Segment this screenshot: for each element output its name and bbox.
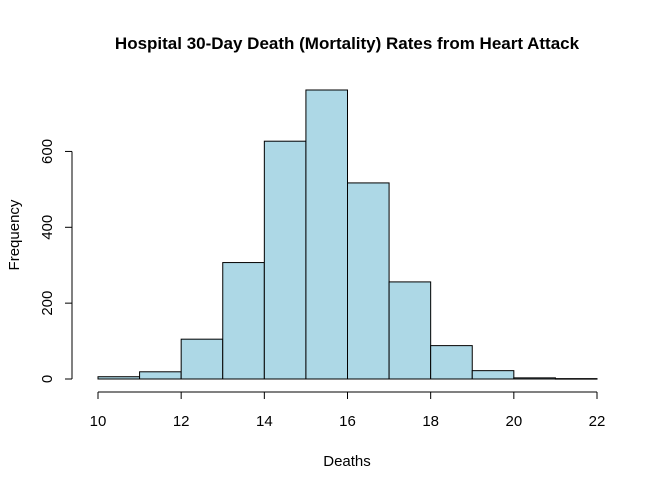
histogram-bar-14-15 xyxy=(263,140,307,380)
x-tick-label-10: 10 xyxy=(90,413,107,430)
x-tick-label-22: 22 xyxy=(589,413,606,430)
histogram-bar-15-16 xyxy=(305,89,348,380)
x-tick-label-18: 18 xyxy=(422,413,439,430)
x-tick-label-20: 20 xyxy=(505,413,522,430)
histogram-bar-13-14 xyxy=(222,262,265,380)
histogram-bar-17-18 xyxy=(388,281,432,380)
histogram-bar-11-12 xyxy=(139,371,182,380)
x-tick-label-14: 14 xyxy=(256,413,273,430)
y-tick-label-200: 200 xyxy=(39,291,56,316)
x-axis: 10 12 14 16 18 20 22 xyxy=(90,391,606,430)
y-axis-label: Frequency xyxy=(6,199,23,270)
y-axis: 0 200 400 600 xyxy=(39,139,73,383)
y-tick-label-600: 600 xyxy=(39,139,56,164)
histogram-bar-21-22 xyxy=(554,378,598,380)
chart-title: Hospital 30-Day Death (Mortality) Rates … xyxy=(115,34,580,53)
y-tick-label-0: 0 xyxy=(39,375,56,383)
x-axis-label: Deaths xyxy=(323,453,371,470)
x-tick-label-12: 12 xyxy=(173,413,190,430)
y-tick-label-400: 400 xyxy=(39,215,56,240)
histogram-bar-16-17 xyxy=(347,182,390,380)
x-tick-label-16: 16 xyxy=(339,413,356,430)
bars-group xyxy=(97,89,598,380)
histogram-bar-12-13 xyxy=(180,338,224,380)
histogram-bar-18-19 xyxy=(430,345,473,380)
histogram-bar-20-21 xyxy=(513,377,556,380)
histogram-bar-19-20 xyxy=(471,370,515,380)
histogram-bar-10-11 xyxy=(97,376,141,380)
